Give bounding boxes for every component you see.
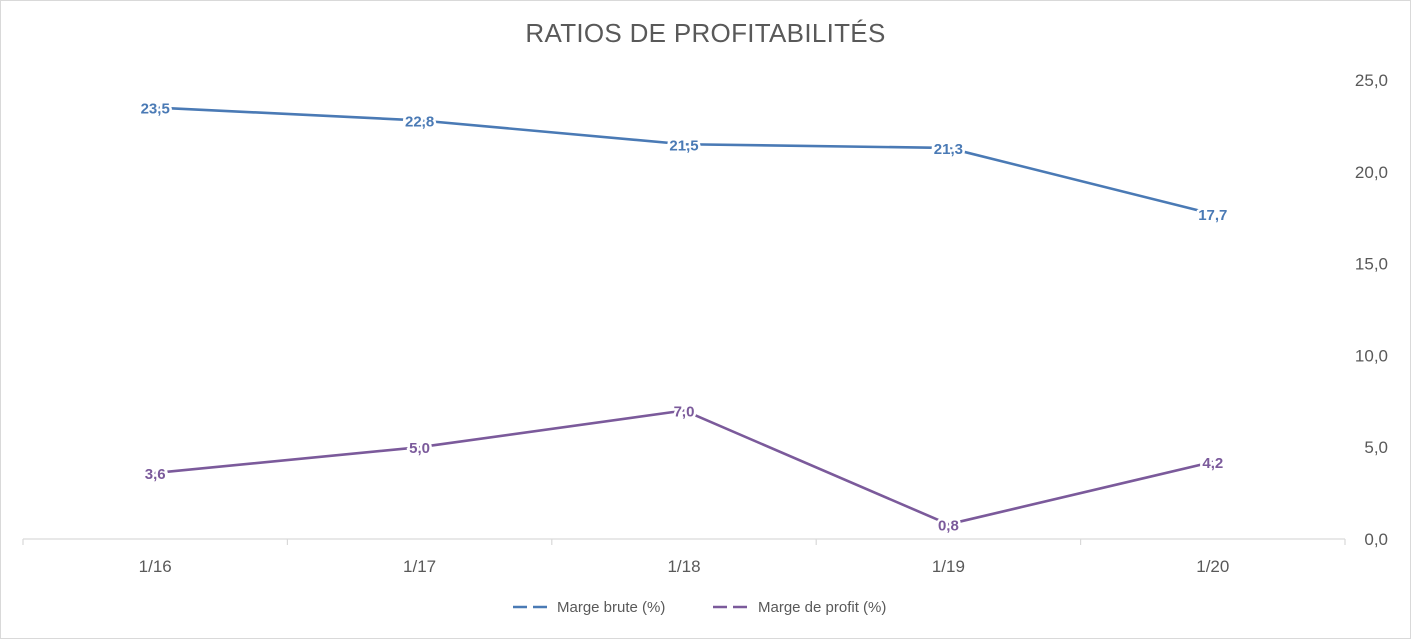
data-label: 21,5 (669, 137, 698, 154)
data-label: 22,8 (405, 113, 434, 130)
x-tick-label: 1/18 (667, 557, 700, 576)
data-label: 5,0 (409, 440, 430, 457)
legend-label: Marge brute (%) (557, 599, 665, 616)
data-label: 17,7 (1198, 207, 1227, 224)
series-line-2 (153, 409, 1215, 526)
y-tick-label: 10,0 (1355, 346, 1388, 365)
y-tick-label: 20,0 (1355, 163, 1388, 182)
data-label: 3,6 (145, 466, 166, 483)
x-tick-label: 1/20 (1196, 557, 1229, 576)
y-tick-label: 15,0 (1355, 255, 1388, 274)
legend-label: Marge de profit (%) (758, 599, 886, 616)
data-label: 4,2 (1202, 455, 1223, 472)
chart-title: RATIOS DE PROFITABILITÉS (525, 18, 886, 48)
data-label: 23,5 (141, 101, 170, 118)
x-tick-label: 1/17 (403, 557, 436, 576)
y-tick-label: 0,0 (1364, 530, 1388, 549)
x-tick-label: 1/16 (139, 557, 172, 576)
y-tick-label: 5,0 (1364, 438, 1388, 457)
x-tick-label: 1/19 (932, 557, 965, 576)
series-line-1 (153, 106, 1215, 216)
y-tick-label: 25,0 (1355, 71, 1388, 90)
data-label: 0,8 (938, 517, 959, 534)
data-label: 7,0 (674, 403, 695, 420)
data-label: 21,3 (934, 141, 963, 158)
